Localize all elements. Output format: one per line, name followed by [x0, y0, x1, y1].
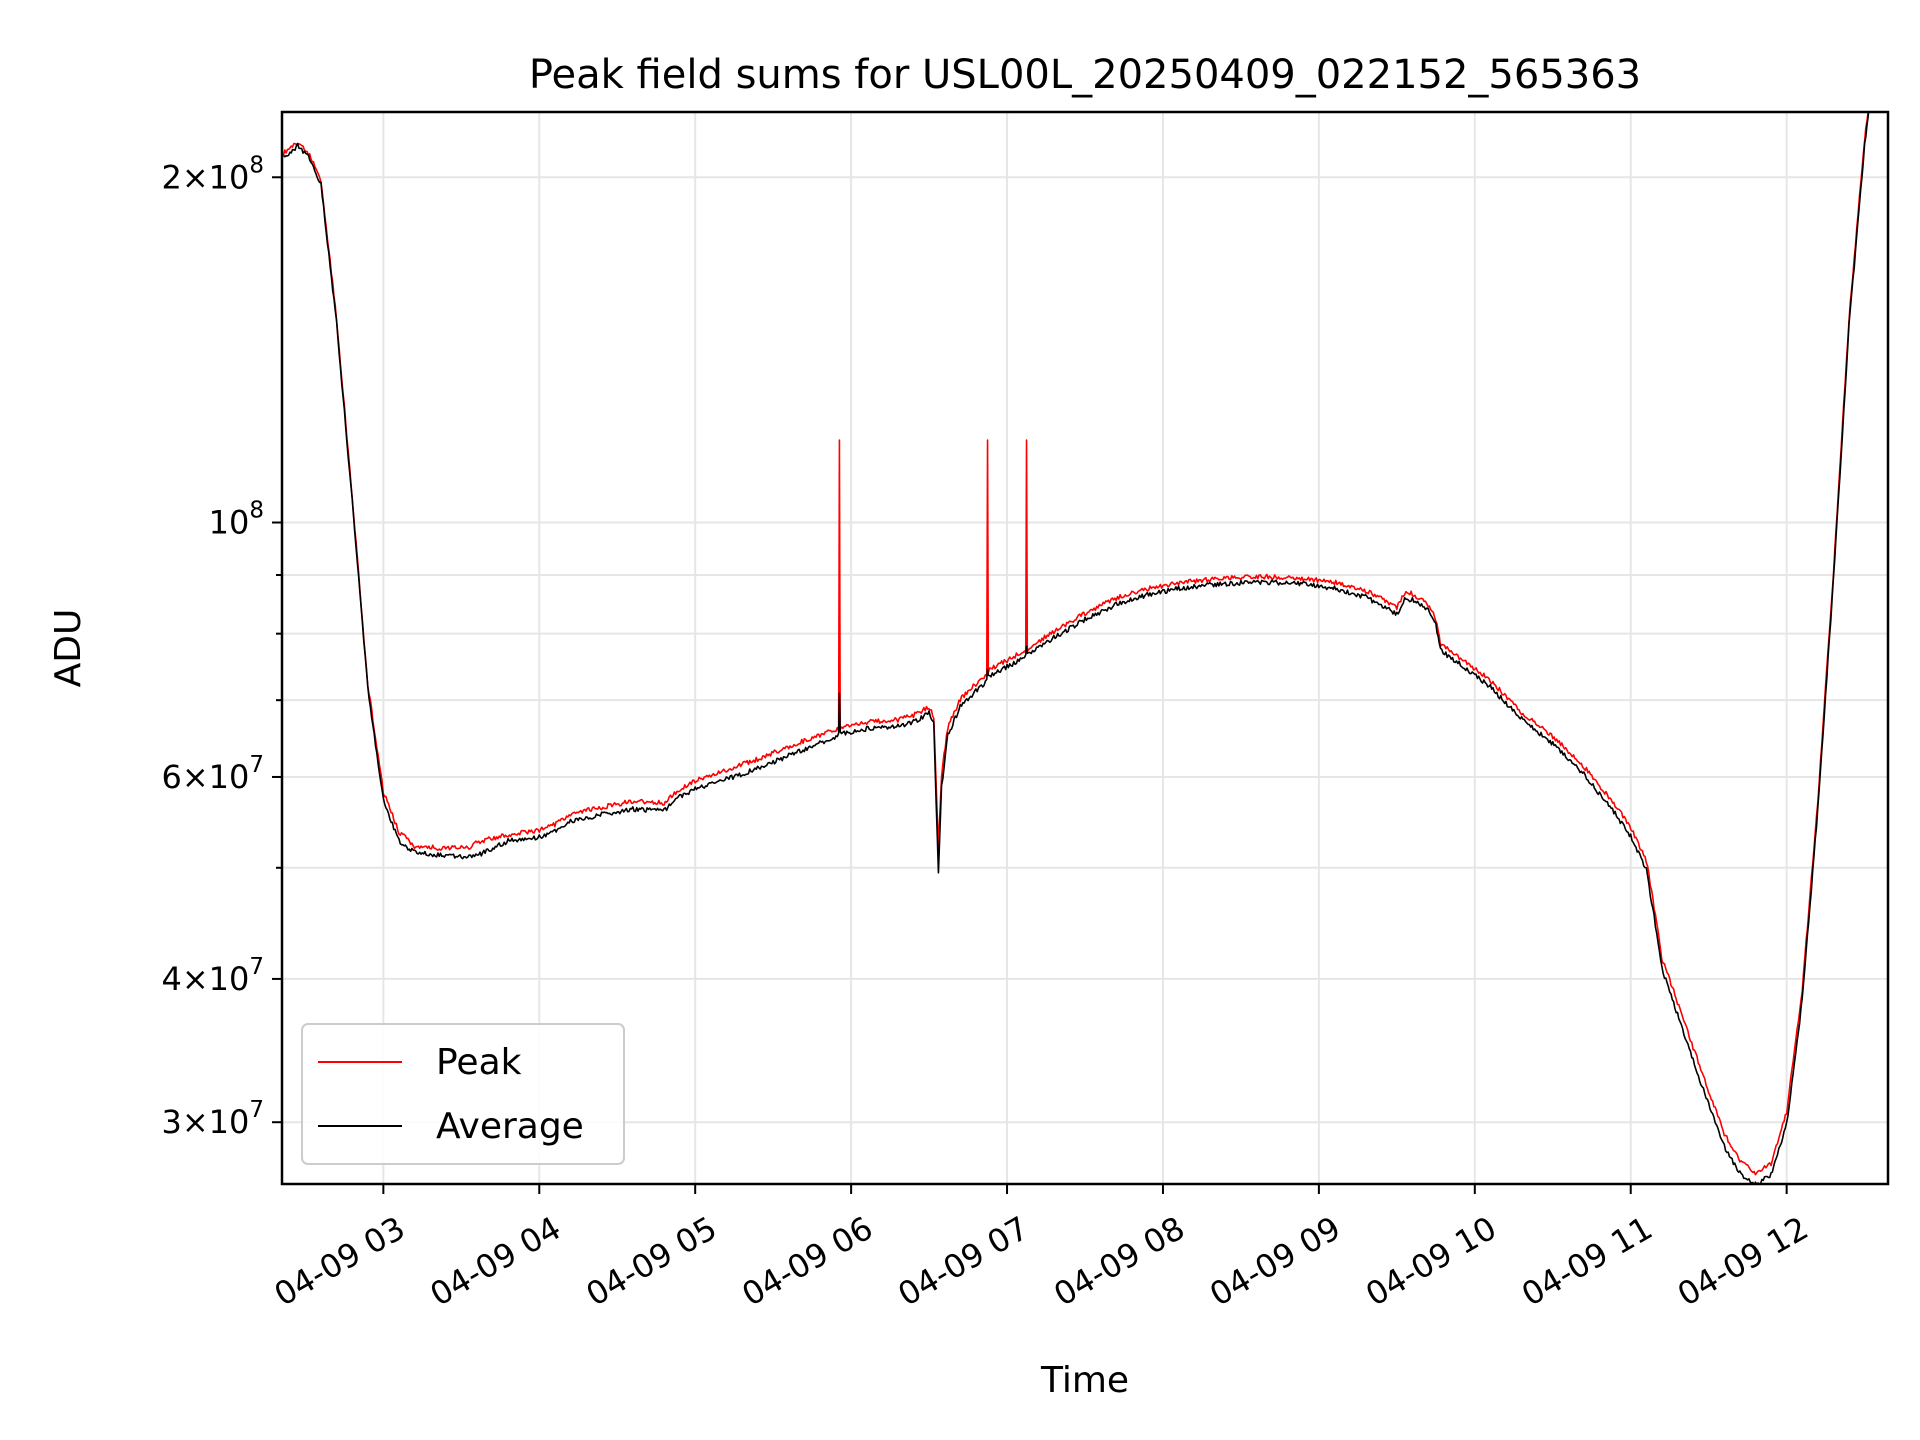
- y-tick-label: 4×107: [161, 954, 264, 998]
- x-axis-label: Time: [1040, 1360, 1129, 1401]
- y-tick-label: 3×107: [161, 1097, 264, 1141]
- legend-box: [301, 1023, 625, 1165]
- legend-label-peak: Peak: [436, 1042, 522, 1083]
- y-tick-exponent: 7: [249, 752, 264, 778]
- y-tick-exponent: 7: [249, 1097, 264, 1123]
- series-line-peak: [282, 112, 1869, 1176]
- series-line-average: [282, 112, 1870, 1184]
- plot-frame: [280, 110, 1890, 1186]
- y-tick-mantissa: 2: [161, 158, 181, 196]
- y-tick-exponent: 8: [249, 498, 264, 524]
- y-tick-label: 6×107: [161, 752, 264, 796]
- plot-series: [282, 112, 1870, 1184]
- legend: Peak Average: [301, 1023, 625, 1165]
- y-tick-exponent: 7: [249, 954, 264, 980]
- y-tick-label: 2×108: [161, 152, 264, 196]
- y-axis-label: ADU: [48, 609, 89, 688]
- grid: [282, 112, 1888, 1184]
- chart-title: Peak field sums for USL00L_20250409_0221…: [529, 52, 1641, 98]
- y-tick-mantissa: 6: [161, 758, 181, 796]
- legend-label-average: Average: [436, 1106, 584, 1147]
- y-tick-exponent: 8: [249, 152, 264, 178]
- y-tick-mantissa: 4: [161, 960, 181, 998]
- y-tick-label: 108: [209, 498, 264, 542]
- y-tick-mantissa: 3: [161, 1103, 181, 1141]
